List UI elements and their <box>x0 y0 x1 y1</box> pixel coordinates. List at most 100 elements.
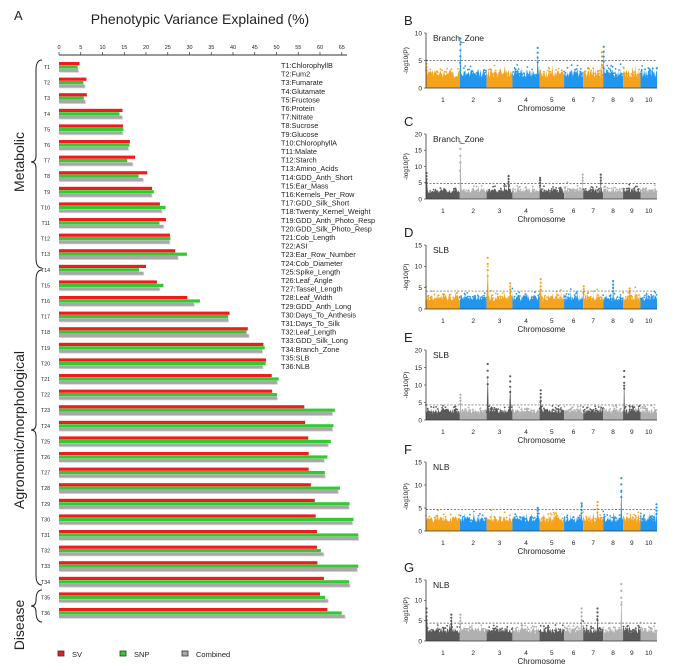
bar-snp-t23 <box>59 408 335 412</box>
peak-point <box>486 275 489 278</box>
snp-point <box>607 519 610 522</box>
bar-combined-t10 <box>59 209 162 213</box>
x-tick-label: 55 <box>295 45 301 51</box>
snp-point <box>564 295 567 298</box>
snp-point <box>551 405 554 407</box>
snp-point <box>597 406 600 408</box>
snp-point <box>543 189 546 192</box>
snp-point <box>572 188 575 190</box>
snp-point <box>467 411 469 414</box>
snp-point <box>624 405 627 408</box>
snp-point <box>525 518 527 520</box>
snp-point <box>579 630 582 632</box>
chromosome-label: 6 <box>572 540 576 547</box>
chromosome-label: 8 <box>611 318 615 325</box>
peak-point <box>581 173 584 176</box>
snp-point <box>471 408 474 411</box>
trait-key-item: T19:GDD_Anth_Photo_Resp <box>281 216 375 225</box>
chromosome-10-points <box>640 623 657 641</box>
snp-point <box>561 409 564 412</box>
peak-point <box>486 383 489 386</box>
y-axis-label: -log10(P) <box>403 483 410 510</box>
snp-point <box>430 296 432 298</box>
snp-point <box>589 411 592 414</box>
snp-point <box>546 626 549 629</box>
snp-point <box>437 294 440 297</box>
peak-point <box>596 607 599 610</box>
peak-point <box>459 161 462 164</box>
peak-point <box>580 607 583 610</box>
snp-point <box>634 185 637 188</box>
panel-label-f: F <box>404 442 412 457</box>
bar-combined-t8 <box>59 178 143 182</box>
snp-point <box>615 191 617 193</box>
chromosome-label: 10 <box>645 318 653 325</box>
snp-point <box>439 187 442 190</box>
chromosome-8-points <box>603 493 624 531</box>
snp-point <box>499 187 502 190</box>
snp-point <box>525 628 527 631</box>
bar-snp-t31 <box>59 533 359 537</box>
snp-point <box>544 295 546 297</box>
peak-point <box>580 505 583 508</box>
snp-point <box>521 190 524 193</box>
snp-point <box>490 69 493 71</box>
snp-point <box>428 630 431 632</box>
chromosome-label: 4 <box>524 208 528 215</box>
chromosome-label: 5 <box>550 97 554 104</box>
chromosome-3-points <box>486 511 513 531</box>
chromosome-label: 2 <box>471 540 475 547</box>
trait-key-item: T5:Fructose <box>281 95 320 104</box>
chromosome-label: 10 <box>645 650 653 657</box>
x-axis-label: Chromosome <box>517 325 566 334</box>
snp-point <box>573 294 576 296</box>
snp-point <box>552 409 555 411</box>
snp-point <box>609 408 611 410</box>
group-label-agronomic: Agronomic/morphological <box>11 351 27 509</box>
snp-point <box>648 68 651 70</box>
trait-key-item: T1:ChlorophyllB <box>281 61 333 70</box>
snp-point <box>611 298 613 300</box>
peak-point <box>623 369 626 373</box>
bar-snp-t9 <box>59 190 154 194</box>
snp-point <box>485 70 487 72</box>
x-tick-label: 5 <box>79 45 82 51</box>
snp-point <box>633 71 636 73</box>
snp-point <box>596 189 599 192</box>
bar-combined-t24 <box>59 427 333 431</box>
snp-point <box>547 624 550 627</box>
bar-snp-t24 <box>59 424 334 428</box>
snp-point <box>521 73 524 76</box>
peak-point <box>539 288 542 291</box>
snp-point <box>514 627 517 630</box>
peak-point <box>459 43 462 46</box>
snp-point <box>535 625 538 628</box>
snp-point <box>564 410 566 413</box>
trait-key-item: T2:Fum2 <box>281 70 310 79</box>
snp-point <box>515 292 518 295</box>
bar-combined-t11 <box>59 224 164 228</box>
snp-point <box>555 187 557 189</box>
snp-point <box>547 513 550 515</box>
peak-point <box>507 175 510 178</box>
snp-point <box>543 407 545 410</box>
peak-point <box>536 512 539 515</box>
snp-point <box>501 627 503 630</box>
trait-label: T12 <box>41 237 50 243</box>
y-tick-label: 0 <box>418 417 422 424</box>
bar-sv-t34 <box>59 576 324 580</box>
snp-point <box>557 298 559 301</box>
snp-point <box>600 296 603 299</box>
snp-point <box>526 626 529 629</box>
snp-point <box>614 186 616 189</box>
snp-point <box>521 410 524 413</box>
snp-point <box>556 514 559 517</box>
snp-point <box>538 407 541 410</box>
snp-point <box>611 516 613 519</box>
snp-point <box>546 190 548 193</box>
snp-point <box>606 514 609 516</box>
y-tick-label: 0 <box>418 306 422 313</box>
trait-label: T13 <box>41 252 50 258</box>
chromosome-8-points <box>603 600 624 641</box>
snp-point <box>603 407 606 410</box>
